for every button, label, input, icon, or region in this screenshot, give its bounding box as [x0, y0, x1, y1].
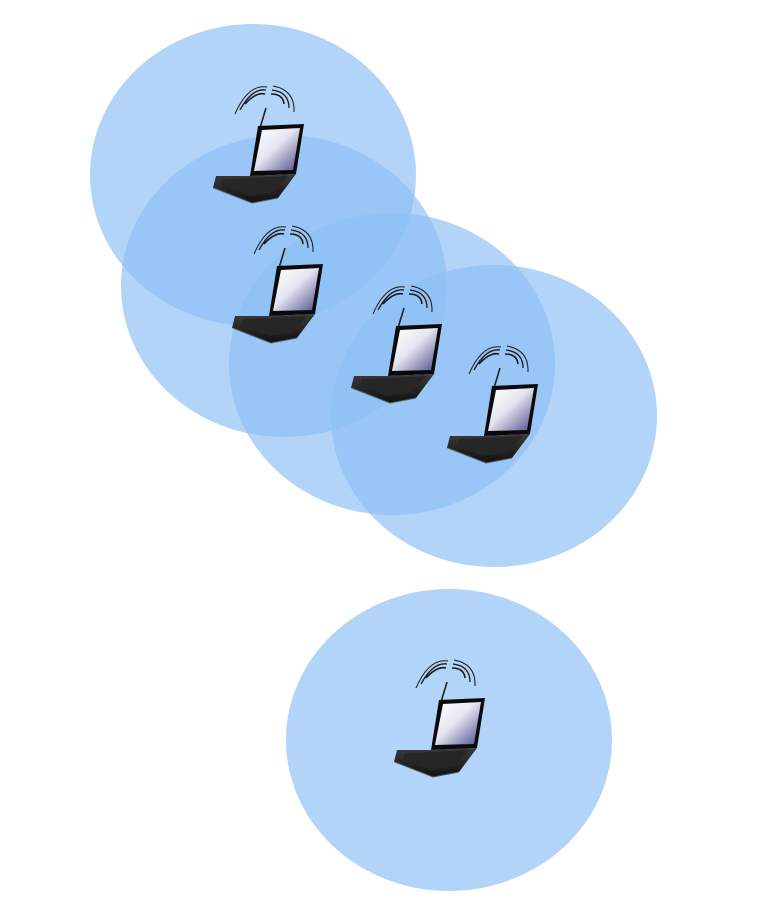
coverage-areas [90, 24, 657, 891]
